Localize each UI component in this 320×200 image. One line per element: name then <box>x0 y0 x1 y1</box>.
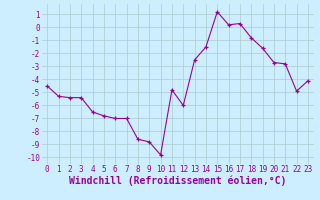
X-axis label: Windchill (Refroidissement éolien,°C): Windchill (Refroidissement éolien,°C) <box>69 176 286 186</box>
